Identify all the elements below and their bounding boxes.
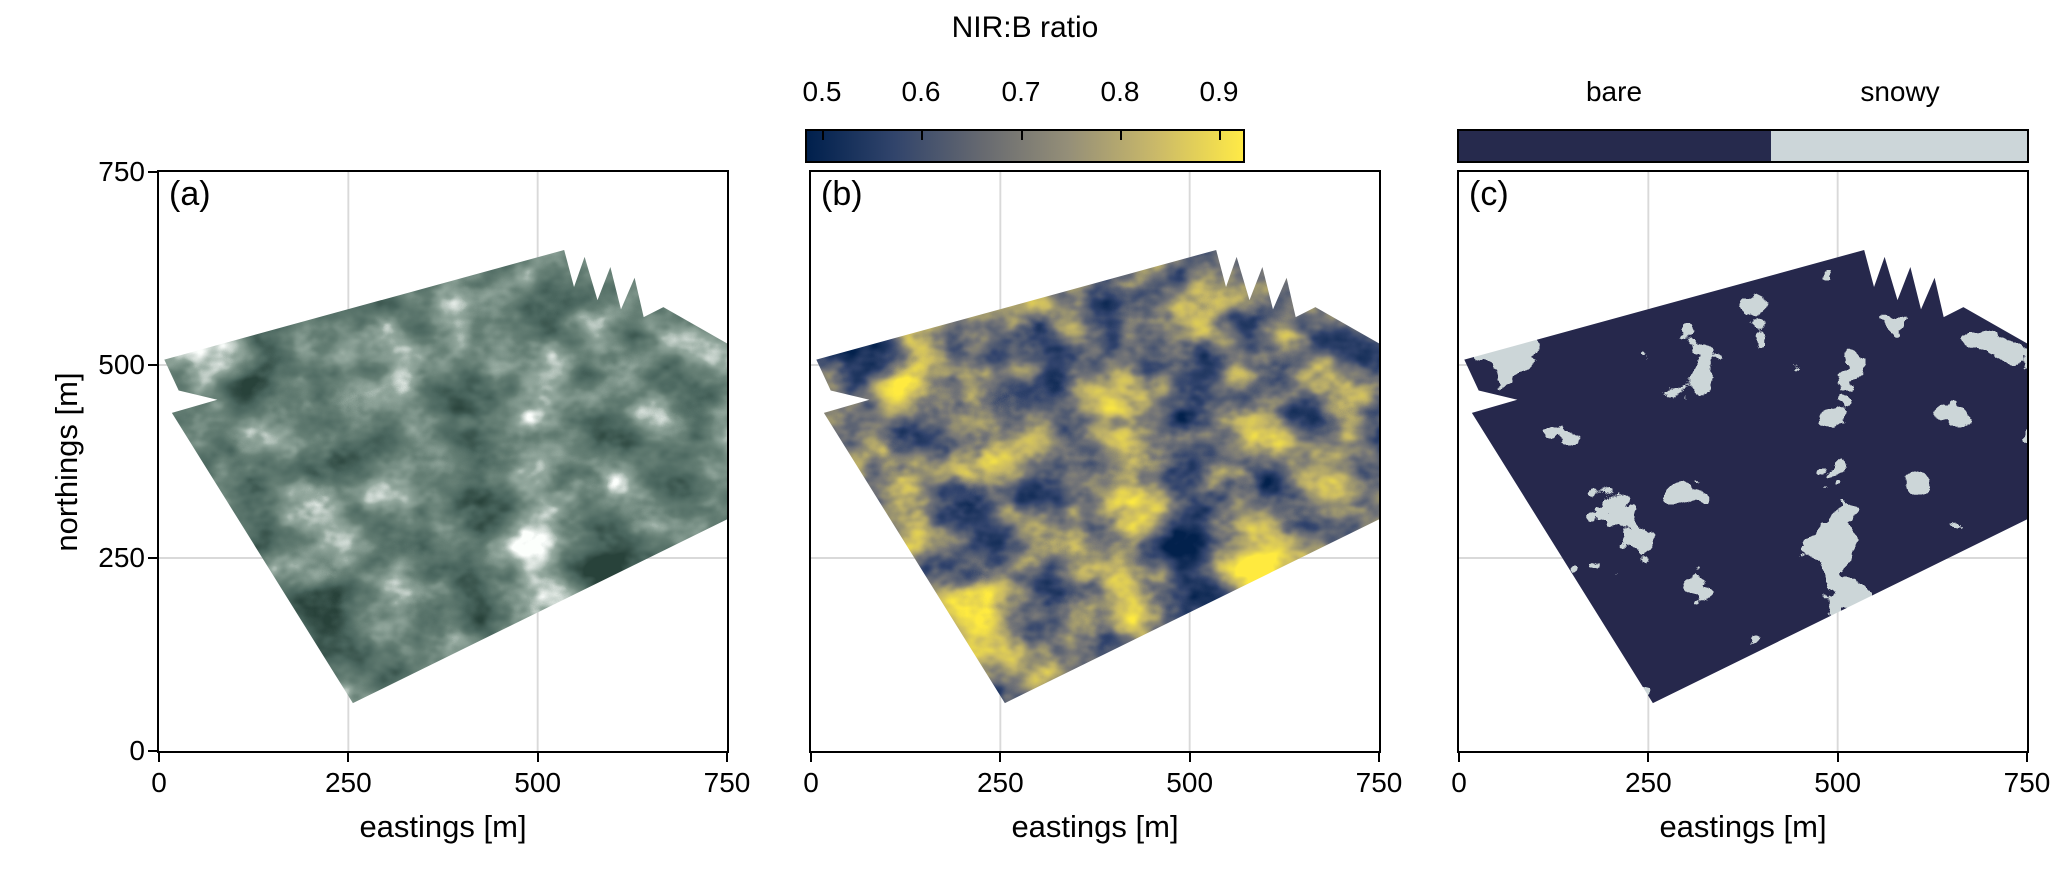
- x-tick-mark: [1188, 751, 1191, 762]
- x-axis-title: eastings [m]: [1011, 809, 1179, 844]
- y-tick-label-0: 0: [129, 735, 145, 766]
- panel-b-canvas: [811, 172, 1379, 751]
- x-tick-mark: [1458, 751, 1460, 762]
- y-tick-label-500: 500: [98, 348, 145, 380]
- colorbar-tick-mark: [1120, 131, 1122, 140]
- colorbar-tick-mark: [921, 131, 923, 140]
- legend-swatch-snowy: [1771, 131, 2027, 161]
- panel-c-letter: (c): [1469, 175, 1509, 213]
- legend-label-snowy: snowy: [1860, 76, 1940, 107]
- x-tick-label-0: 0: [151, 767, 167, 798]
- x-tick-label-250: 250: [1624, 767, 1672, 798]
- legend-label-bare: bare: [1585, 76, 1643, 107]
- y-tick-mark: [148, 171, 159, 173]
- x-tick-mark: [999, 751, 1002, 762]
- colorbar-tick-label-0.9: 0.9: [1199, 76, 1239, 107]
- x-tick-label-250: 250: [976, 767, 1024, 798]
- x-tick-mark: [536, 751, 539, 762]
- panel-b-letter: (b): [821, 175, 863, 213]
- x-tick-label-500: 500: [1166, 767, 1214, 798]
- x-tick-label-750: 750: [2003, 767, 2051, 798]
- swath-binary-classification: [1464, 249, 2027, 704]
- colorbar-tick-mark: [822, 131, 824, 140]
- y-axis-title: northings [m]: [49, 371, 84, 552]
- colorbar-tick-label-0.5: 0.5: [802, 76, 842, 107]
- swath-rgb-orthoimage: [164, 249, 727, 704]
- colorbar: [805, 129, 1245, 163]
- x-tick-mark: [158, 751, 160, 762]
- colorbar-tick-label-0.8: 0.8: [1100, 76, 1140, 107]
- legend-swatch-bare: [1459, 131, 1772, 161]
- x-tick-mark: [1647, 751, 1650, 762]
- x-tick-label-250: 250: [324, 767, 372, 798]
- y-tick-label-250: 250: [98, 542, 145, 573]
- colorbar-tick-label-0.6: 0.6: [901, 76, 941, 107]
- legend-bar: [1457, 129, 2029, 163]
- y-tick-mark: [148, 363, 159, 366]
- panel-a-canvas: [159, 172, 727, 751]
- x-tick-mark: [726, 751, 728, 762]
- x-tick-mark: [1836, 751, 1839, 762]
- colorbar-tick-mark: [1021, 131, 1023, 140]
- x-tick-label-750: 750: [1355, 767, 1403, 798]
- swath-nir-b-ratio: [816, 249, 1379, 704]
- x-tick-label-0: 0: [803, 767, 819, 798]
- colorbar-tick-label-0.7: 0.7: [1001, 76, 1041, 107]
- x-tick-mark: [810, 751, 812, 762]
- x-tick-label-500: 500: [1814, 767, 1862, 798]
- y-tick-mark: [148, 557, 159, 559]
- x-axis-title: eastings [m]: [359, 809, 527, 844]
- x-tick-mark: [347, 751, 350, 762]
- colorbar-tick-mark: [1219, 131, 1221, 140]
- y-tick-label-750: 750: [98, 156, 145, 187]
- x-tick-mark: [2026, 751, 2028, 762]
- panel-a-letter: (a): [169, 175, 211, 213]
- x-axis-title: eastings [m]: [1659, 809, 1827, 844]
- y-tick-mark: [148, 750, 159, 752]
- panel-b: (b) 0 250 500 750 eastings [m]: [803, 170, 1402, 844]
- x-tick-mark: [1378, 751, 1380, 762]
- panel-a: (a) 750 500 250 0 northings [m] 0 250 50…: [49, 156, 750, 844]
- x-tick-label-500: 500: [514, 767, 562, 798]
- panel-c: (c) 0 250 500 750 eastings [m]: [1451, 170, 2050, 844]
- colorbar-title: NIR:B ratio: [951, 11, 1099, 44]
- x-tick-label-0: 0: [1451, 767, 1467, 798]
- panel-c-canvas: [1459, 172, 2027, 751]
- x-tick-label-750: 750: [703, 767, 751, 798]
